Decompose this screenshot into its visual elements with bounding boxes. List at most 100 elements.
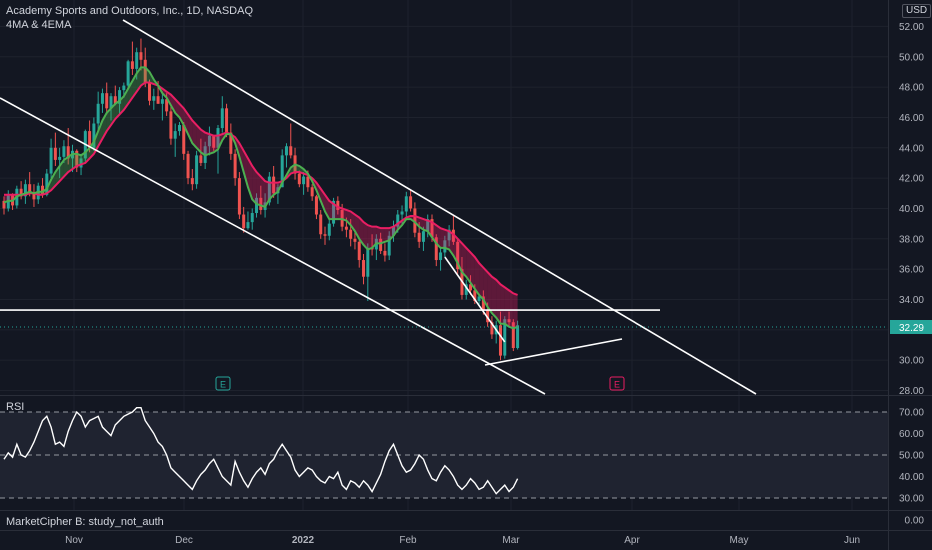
candle (456, 238, 460, 274)
candle (289, 123, 293, 159)
candle (32, 184, 36, 207)
rsi-axis: 70.00 60.00 50.00 40.00 30.00 0.00 (899, 408, 924, 527)
candle-body (353, 238, 357, 242)
candle-body (96, 103, 100, 124)
candle-body (357, 241, 361, 261)
rsi-pane-label[interactable]: RSI (6, 401, 25, 413)
candle-body (195, 155, 199, 185)
ma-cloud-segment (140, 67, 146, 86)
candle-body (426, 219, 430, 232)
candle-body (143, 59, 147, 83)
candle-body (362, 260, 366, 277)
mc-tick-label: 0.00 (905, 516, 925, 527)
candle (443, 235, 447, 258)
last-price-box (890, 320, 932, 334)
candle (413, 202, 417, 238)
candle (220, 96, 224, 133)
ma-cloud-segment (329, 200, 334, 220)
candle (366, 243, 370, 301)
ma-cloud-segment (243, 150, 248, 188)
candle-body (430, 219, 434, 238)
candle-body (220, 108, 224, 129)
ma-cloud-segment (205, 132, 210, 156)
currency-badge[interactable]: USD (902, 4, 932, 18)
candle-body (169, 111, 173, 139)
candle-body (284, 146, 288, 156)
candle-body (152, 96, 156, 101)
candle-body (434, 237, 438, 261)
ma-cloud-segment (376, 226, 381, 244)
ma-cloud-segment (209, 134, 214, 154)
candle-body (242, 214, 246, 229)
candle-body (79, 158, 83, 168)
candle-body (105, 93, 109, 109)
candle-body (28, 184, 32, 194)
price-tick-label: 28.00 (899, 386, 924, 397)
candle (327, 219, 331, 241)
candle-body (310, 187, 314, 197)
ma-cloud-segment (380, 228, 385, 244)
candle-body (379, 238, 383, 251)
candle-body (246, 222, 250, 229)
candle-body (464, 284, 468, 295)
ma-cloud-segment (72, 153, 77, 170)
earnings-marker: E (215, 376, 231, 391)
last-price-badge: 32.29 (0, 320, 932, 334)
candle-body (100, 93, 104, 104)
indicator-label[interactable]: 4MA & 4EMA (6, 19, 72, 31)
candle-body (439, 252, 443, 261)
ma-fast-line (3, 66, 518, 330)
ma-cloud-segment (474, 257, 480, 295)
candle (259, 185, 263, 215)
candle (426, 214, 430, 238)
price-tick-label: 40.00 (899, 204, 924, 215)
candle-body (190, 178, 194, 185)
ma-slow-line (4, 81, 518, 296)
ma-cloud-segment (496, 279, 501, 324)
candle-body (66, 146, 70, 159)
candle-body (148, 82, 152, 101)
ma-cloud-segment (440, 228, 445, 248)
candle-body (490, 322, 494, 335)
candle-body (456, 241, 460, 270)
symbol-title[interactable]: Academy Sports and Outdoors, Inc., 1D, N… (6, 5, 253, 17)
ma-cloud-segment (436, 225, 441, 248)
candle-body (327, 223, 331, 236)
candle (336, 196, 340, 215)
rsi-tick-label: 40.00 (899, 472, 924, 483)
candle (126, 59, 130, 89)
candle (139, 38, 143, 71)
candle-body (366, 247, 370, 277)
ma-cloud-segment (487, 272, 492, 314)
candle (353, 231, 357, 250)
candle (362, 253, 366, 285)
candle-body (58, 156, 62, 160)
time-axis[interactable]: Nov Dec 2022 Feb Mar Apr May Jun (65, 535, 860, 546)
candle-body (229, 132, 233, 154)
ma-cloud-segment (427, 220, 432, 238)
candle-body (498, 325, 502, 356)
last-price-label: 32.29 (899, 323, 924, 334)
time-tick-label: Nov (65, 535, 83, 546)
candle (302, 172, 306, 195)
candle-body (417, 232, 421, 242)
candle (177, 121, 181, 136)
earnings-box (609, 376, 625, 391)
candle-body (507, 319, 511, 323)
trendline-drawings[interactable] (0, 19, 757, 395)
marketcipher-pane-label[interactable]: MarketCipher B: study_not_auth (6, 516, 164, 528)
candle (113, 85, 117, 106)
candle-body (130, 61, 134, 69)
candle-body (349, 229, 353, 239)
candle (19, 181, 23, 200)
candle (439, 247, 443, 271)
candle-body (41, 185, 45, 195)
ma-cloud-segment (342, 208, 347, 221)
candle-body (237, 178, 241, 215)
candle (383, 243, 387, 262)
candle-body (272, 176, 276, 194)
candle-body (207, 135, 211, 147)
candle (148, 79, 152, 106)
wedge-upper-line (444, 256, 506, 343)
